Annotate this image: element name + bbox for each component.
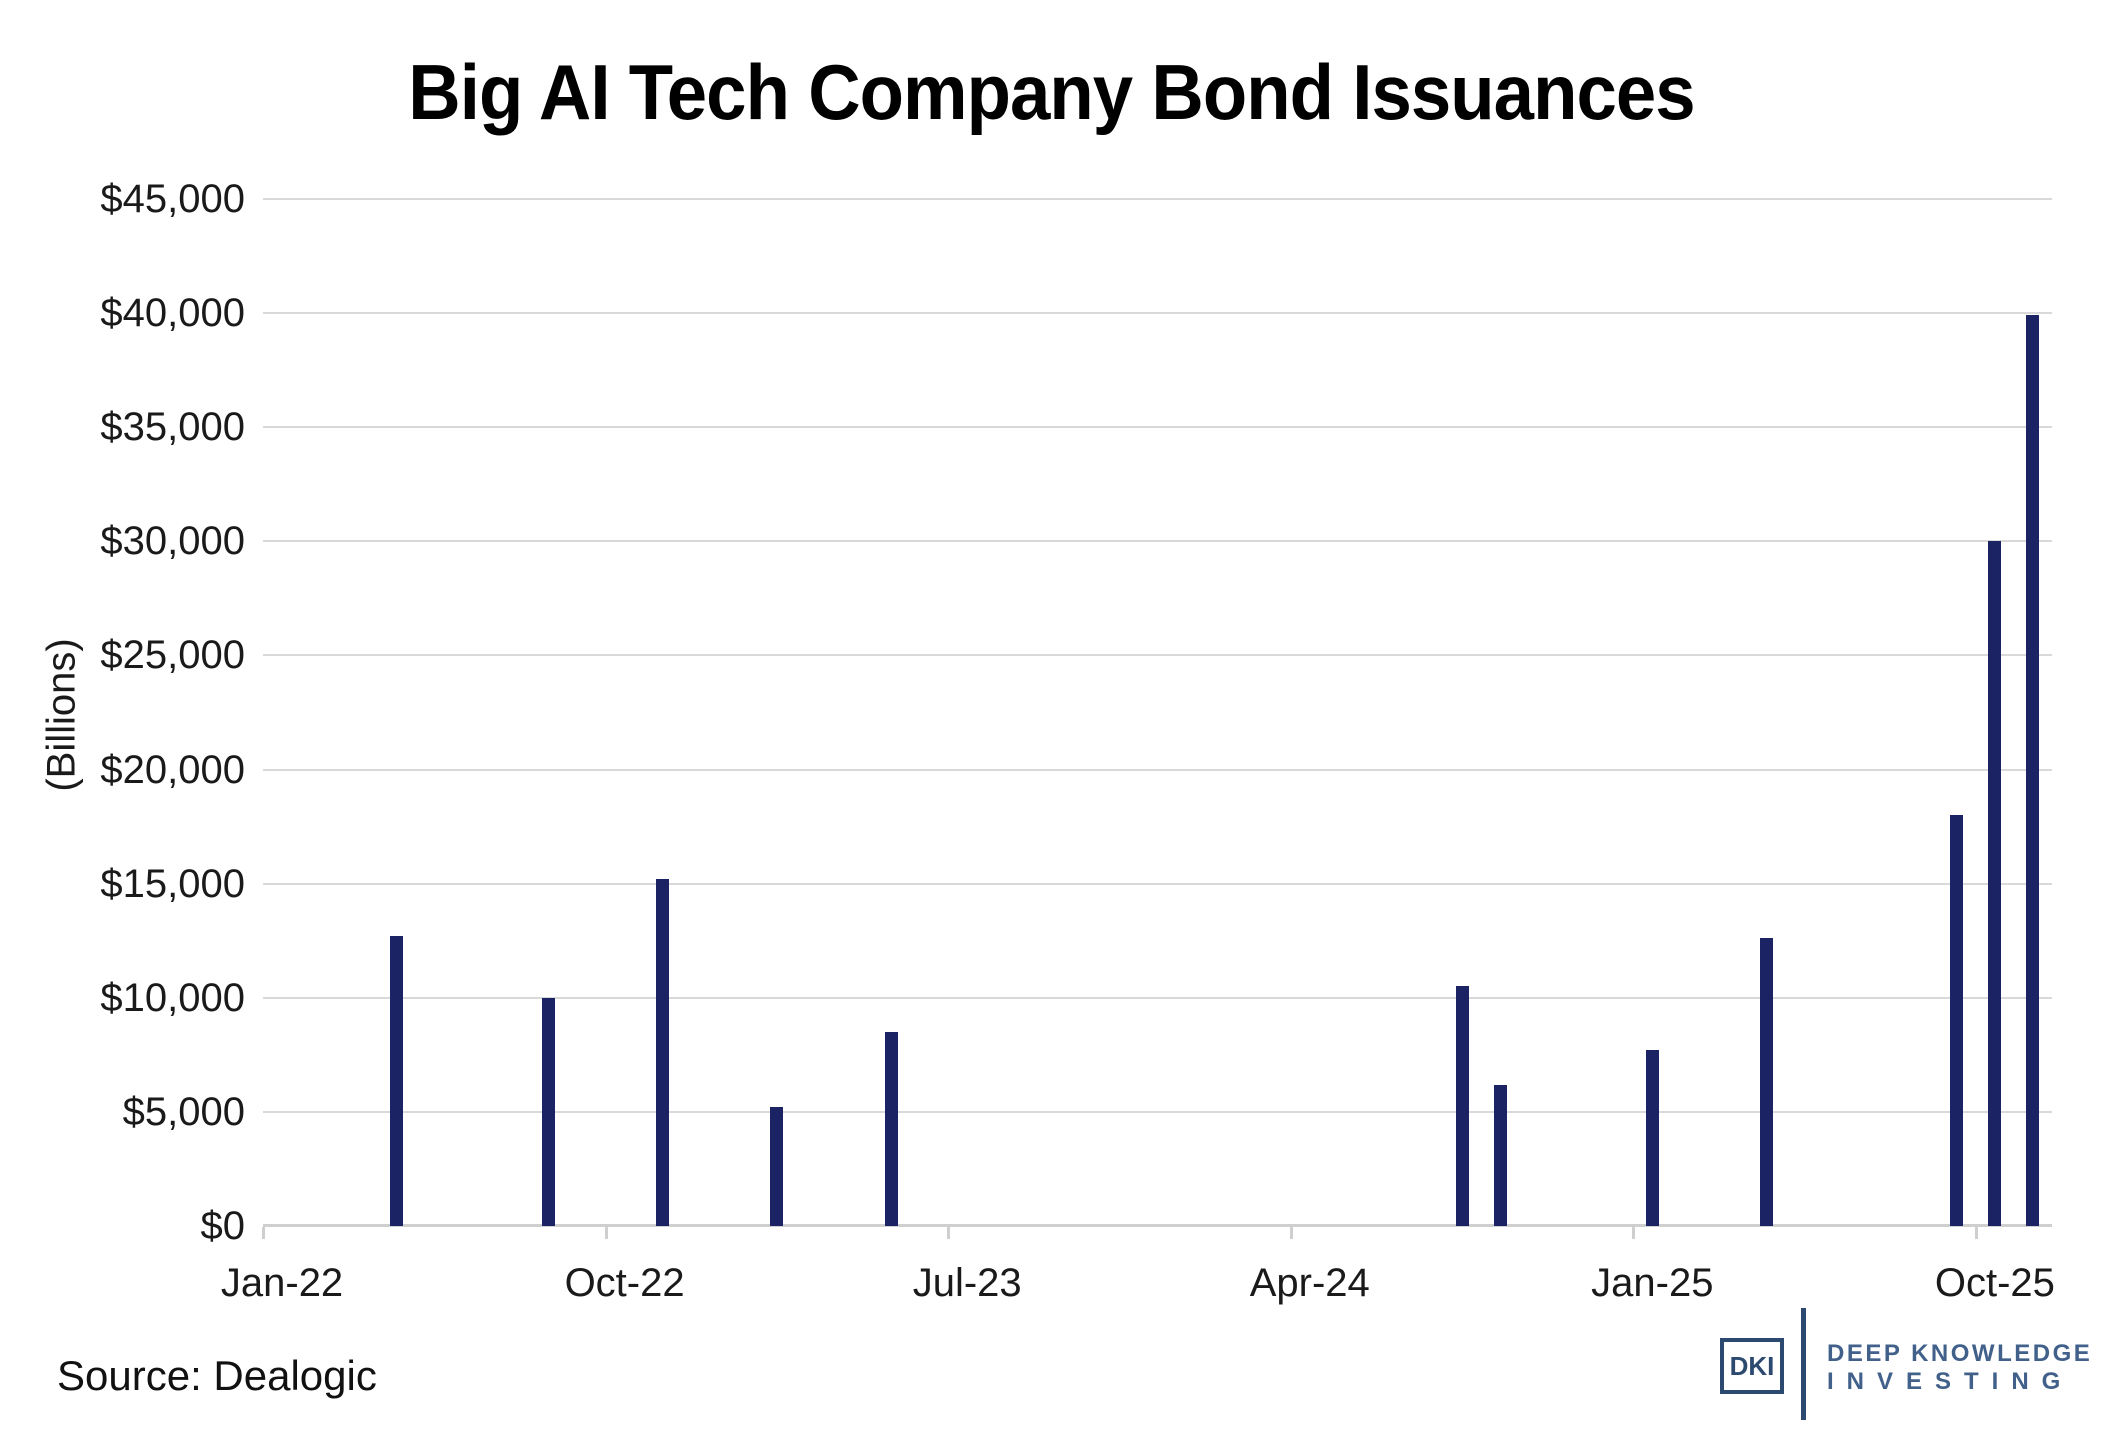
chart-title: Big AI Tech Company Bond Issuances: [408, 48, 1695, 136]
gridline-y-20000: [263, 768, 2052, 771]
gridline-y-10000: [263, 996, 2052, 999]
y-tick-label-10000: $10,000: [100, 975, 245, 1020]
logo-company-name-line1: DEEP KNOWLEDGE: [1827, 1340, 2093, 1367]
x-axis-tick-Apr-24: [1289, 1227, 1293, 1239]
x-axis-tick-Oct-25: [1974, 1227, 1978, 1239]
bar-Feb-23: [770, 1107, 784, 1226]
source-note: Source: Dealogic: [57, 1352, 377, 1399]
bar-Aug-24: [1455, 986, 1469, 1226]
x-axis-tick-Jan-25: [1632, 1227, 1636, 1239]
y-tick-label-25000: $25,000: [100, 633, 245, 678]
bar-Aug-22: [541, 997, 555, 1226]
logo-divider: [1801, 1308, 1806, 1420]
y-tick-label-15000: $15,000: [100, 861, 245, 906]
gridline-y-25000: [263, 654, 2052, 657]
gridline-y-5000: [263, 1110, 2052, 1113]
x-tick-label-Jan-22: Jan-22: [220, 1261, 344, 1305]
bar-Jan-25: [1645, 1050, 1659, 1226]
x-axis-line: [263, 1224, 2052, 1227]
bar-May-23: [884, 1032, 898, 1226]
x-tick-label-Oct-22: Oct-22: [564, 1261, 685, 1305]
y-tick-label-35000: $35,000: [100, 405, 245, 450]
dki-logo-badge-text: DKI: [1729, 1350, 1775, 1381]
bar-Apr-22: [389, 936, 403, 1226]
y-tick-label-20000: $20,000: [100, 747, 245, 792]
gridline-y-35000: [263, 426, 2052, 429]
x-axis-tick-Jan-22: [262, 1227, 265, 1239]
gridline-y-40000: [263, 312, 2052, 315]
gridline-y-15000: [263, 882, 2052, 885]
y-tick-label-45000: $45,000: [100, 177, 245, 221]
bar-Sep-25: [1950, 815, 1964, 1226]
x-axis-tick-Oct-22: [604, 1227, 608, 1239]
x-tick-label-Apr-24: Apr-24: [1249, 1261, 1370, 1305]
bar-Nov-22: [656, 879, 670, 1226]
bar-Sep-24: [1493, 1084, 1507, 1226]
x-tick-label-Oct-25: Oct-25: [1934, 1261, 2055, 1305]
gridline-y-45000: [263, 198, 2052, 200]
bar-Apr-25: [1760, 938, 1774, 1226]
y-tick-label-5000: $5,000: [122, 1089, 245, 1134]
x-tick-label-Jan-25: Jan-25: [1591, 1261, 1714, 1305]
logo-company-name-line2: INVESTING: [1827, 1368, 2074, 1395]
y-tick-label-30000: $30,000: [100, 519, 245, 564]
dki-logo-badge: DKI: [1720, 1338, 1784, 1394]
y-tick-label-0: $0: [200, 1204, 246, 1248]
bar-Oct-25: [1988, 541, 2002, 1226]
y-tick-label-40000: $40,000: [100, 291, 245, 336]
bar-Nov-25: [2026, 315, 2040, 1226]
gridline-y-30000: [263, 540, 2052, 543]
x-tick-label-Jul-23: Jul-23: [912, 1261, 1022, 1305]
x-axis-tick-Jul-23: [947, 1227, 951, 1239]
